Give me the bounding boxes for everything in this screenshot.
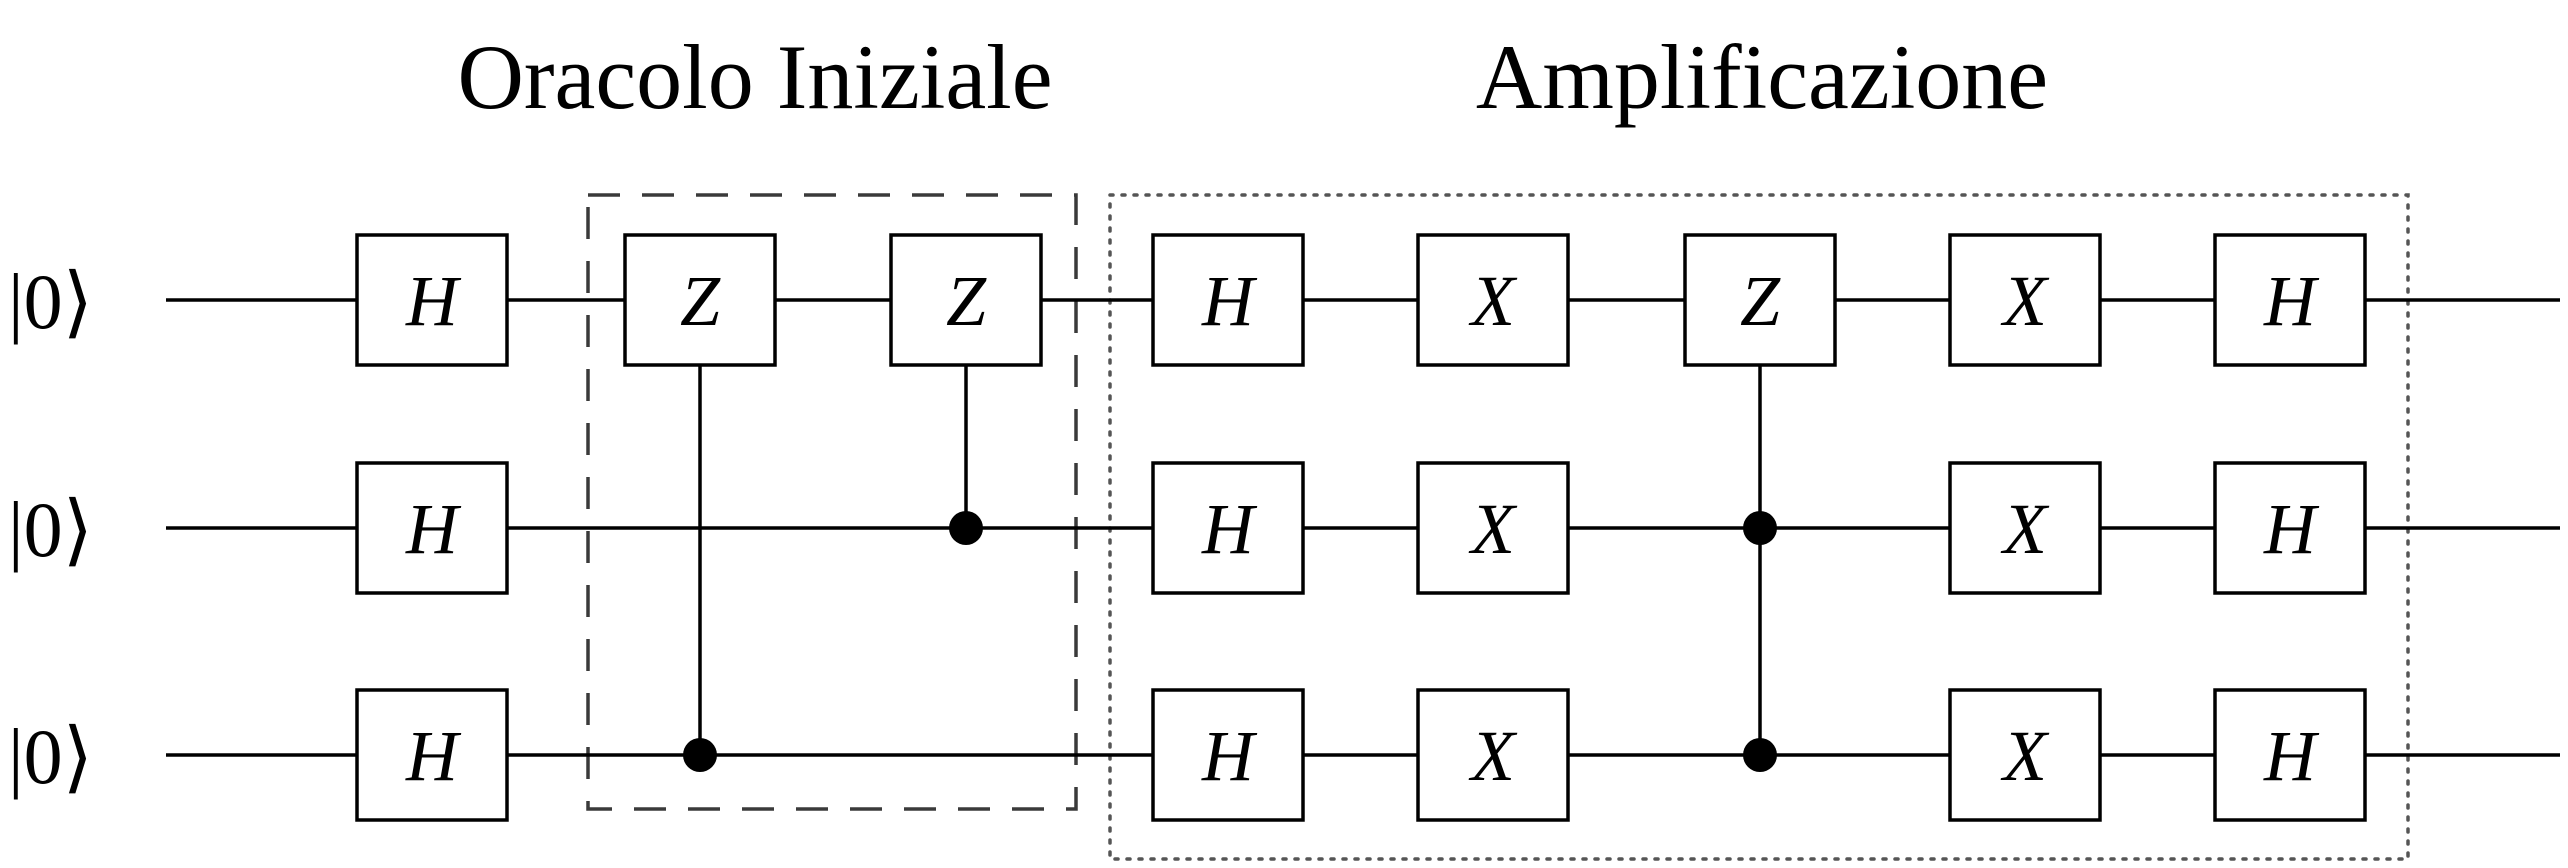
control-dot-q1-c5 (1743, 511, 1777, 545)
gate-label: Z (946, 261, 987, 341)
control-dot-q1-c2 (949, 511, 983, 545)
gate-label: X (1468, 716, 1518, 796)
gate-x-q0-c4: X (1416, 233, 1570, 367)
gate-label: H (405, 716, 462, 796)
control-dot-q2-c5 (1743, 738, 1777, 772)
gate-box (1683, 233, 1837, 367)
gate-x-q2-c4: X (1416, 688, 1570, 822)
gate-h-q2-c3: H (1151, 688, 1305, 822)
gate-box (2213, 688, 2367, 822)
gate-box (1416, 233, 1570, 367)
gate-h-q2-c7: H (2213, 688, 2367, 822)
gates: H H H Z Z H H H X X X Z X X X H H H (355, 233, 2367, 822)
gate-label: H (2263, 261, 2320, 341)
gate-x-q0-c6: X (1948, 233, 2102, 367)
gate-label: H (2263, 489, 2320, 569)
gate-label: H (1201, 489, 1258, 569)
gate-box (1416, 688, 1570, 822)
gate-box (355, 233, 509, 367)
gate-box (1416, 461, 1570, 595)
gate-x-q1-c4: X (1416, 461, 1570, 595)
oracle-region-box (586, 193, 1078, 811)
gate-h-q1-c7: H (2213, 461, 2367, 595)
gate-label: X (2000, 489, 2050, 569)
gate-z-q0-c2: Z (889, 233, 1043, 367)
gate-h-q0-c0: H (355, 233, 509, 367)
gate-label: H (405, 261, 462, 341)
gate-label: H (1201, 716, 1258, 796)
gate-x-q1-c6: X (1948, 461, 2102, 595)
initial-state-1: |0⟩ (8, 486, 93, 573)
gate-box (889, 233, 1043, 367)
gate-z-q0-c5: Z (1683, 233, 1837, 367)
control-dot-q2-c1 (683, 738, 717, 772)
gate-box (355, 688, 509, 822)
gate-h-q1-c0: H (355, 461, 509, 595)
initial-states: |0⟩ |0⟩ |0⟩ (8, 258, 93, 800)
gate-label: Z (1740, 261, 1781, 341)
gate-label: H (405, 489, 462, 569)
gate-h-q2-c0: H (355, 688, 509, 822)
oracle-title: Oracolo Iniziale (457, 26, 1052, 128)
gate-box (1151, 233, 1305, 367)
gate-box (1948, 233, 2102, 367)
gate-box (1948, 688, 2102, 822)
control-connections (683, 300, 1777, 772)
gate-label: X (2000, 261, 2050, 341)
gate-box (1948, 461, 2102, 595)
gate-h-q0-c3: H (1151, 233, 1305, 367)
gate-box (2213, 461, 2367, 595)
gate-box (2213, 233, 2367, 367)
gate-h-q0-c7: H (2213, 233, 2367, 367)
gate-x-q2-c6: X (1948, 688, 2102, 822)
initial-state-2: |0⟩ (8, 713, 93, 800)
gate-label: X (2000, 716, 2050, 796)
gate-label: H (2263, 716, 2320, 796)
qubit-wires (166, 298, 2560, 757)
gate-box (1151, 461, 1305, 595)
gate-label: Z (680, 261, 721, 341)
amplification-title: Amplificazione (1476, 26, 2048, 128)
gate-box (1151, 688, 1305, 822)
gate-box (355, 461, 509, 595)
gate-box (623, 233, 777, 367)
gate-z-q0-c1: Z (623, 233, 777, 367)
gate-label: X (1468, 489, 1518, 569)
gate-label: X (1468, 261, 1518, 341)
initial-state-0: |0⟩ (8, 258, 93, 345)
gate-h-q1-c3: H (1151, 461, 1305, 595)
gate-label: H (1201, 261, 1258, 341)
